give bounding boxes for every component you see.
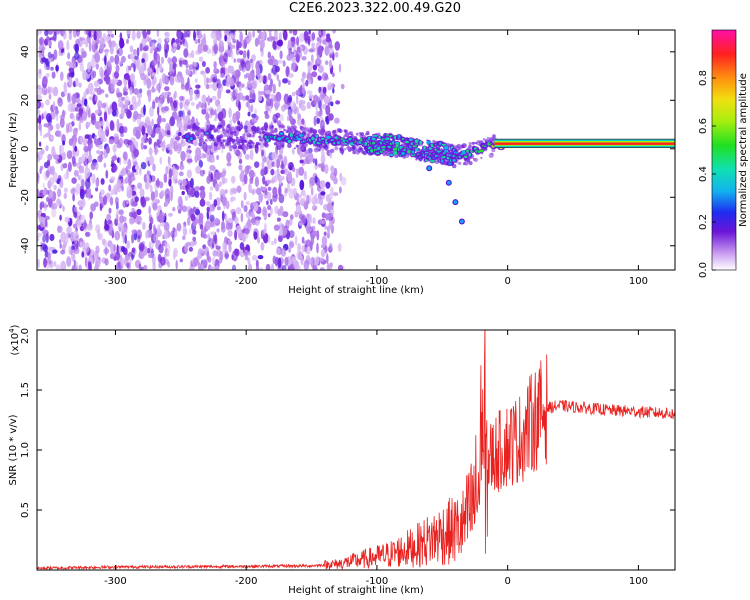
spectrogram-y-tick-label: 0 [20,146,31,152]
spectrogram-x-tick-label: -200 [235,276,258,287]
snr-x-tick-label: 0 [504,576,510,587]
spectrogram-x-tick-label: -300 [104,276,127,287]
snr-y-tick-label: 0.5 [20,502,31,518]
snr-y-axis-label: SNR (10 * v/v) [8,414,19,485]
colorbar: 0.0 0.2 0.4 0.6 0.8 Normalized spectral ampl… [698,29,749,278]
snr-x-tick-label: -200 [235,576,258,587]
spectrogram-x-tick-label: 100 [629,276,648,287]
spectrogram-y-axis-label: Frequency (Hz) [8,112,19,188]
snr-y-multiplier: (x104) [8,324,21,355]
colorbar-tick-label: 0.8 [698,70,709,86]
chart-title: C2E6.2023.322.00.49.G20 [288,1,462,16]
snr-y-tick-label: 1.0 [20,442,31,458]
spectrogram-signal [183,123,675,225]
colorbar-label: Normalized spectral amplitude [738,73,749,227]
snr-x-tick-label: -300 [104,576,127,587]
spectrogram-frame [36,29,676,271]
spectrogram-y-tick-label: -20 [20,189,31,205]
spectrogram-y-tick-label: 20 [20,94,31,107]
colorbar-tick-label: 0.6 [698,118,709,134]
colorbar-tick-label: 0.2 [698,214,709,230]
snr-y-tick-label: 1.5 [20,382,31,398]
spectrogram-y-tick-label: 40 [20,45,31,58]
snr-series-line [37,330,675,570]
snr-plot-area [37,330,675,570]
snr-x-axis-label: Height of straight line (km) [288,585,424,596]
spectrogram-y-tick-label: -40 [20,238,31,254]
snr-x-tick-label: 100 [629,576,648,587]
colorbar-gradient [712,30,736,270]
colorbar-tick-label: 0.4 [698,166,709,182]
snr-y-tick-label: 2.0 [20,328,31,344]
spectrogram-x-tick-label: -100 [366,276,389,287]
spectrogram-x-axis-label: Height of straight line (km) [288,285,424,296]
colorbar-frame [711,29,737,271]
colorbar-tick-label: 0.0 [698,262,709,278]
spectrogram-x-tick-label: 0 [504,276,510,287]
snr-x-tick-label: -100 [366,576,389,587]
snr-panel: -300 -200 -100 0 100 0.5 1.0 1.5 2.0 Height of … [8,324,676,596]
spectrogram-noise [37,30,347,270]
